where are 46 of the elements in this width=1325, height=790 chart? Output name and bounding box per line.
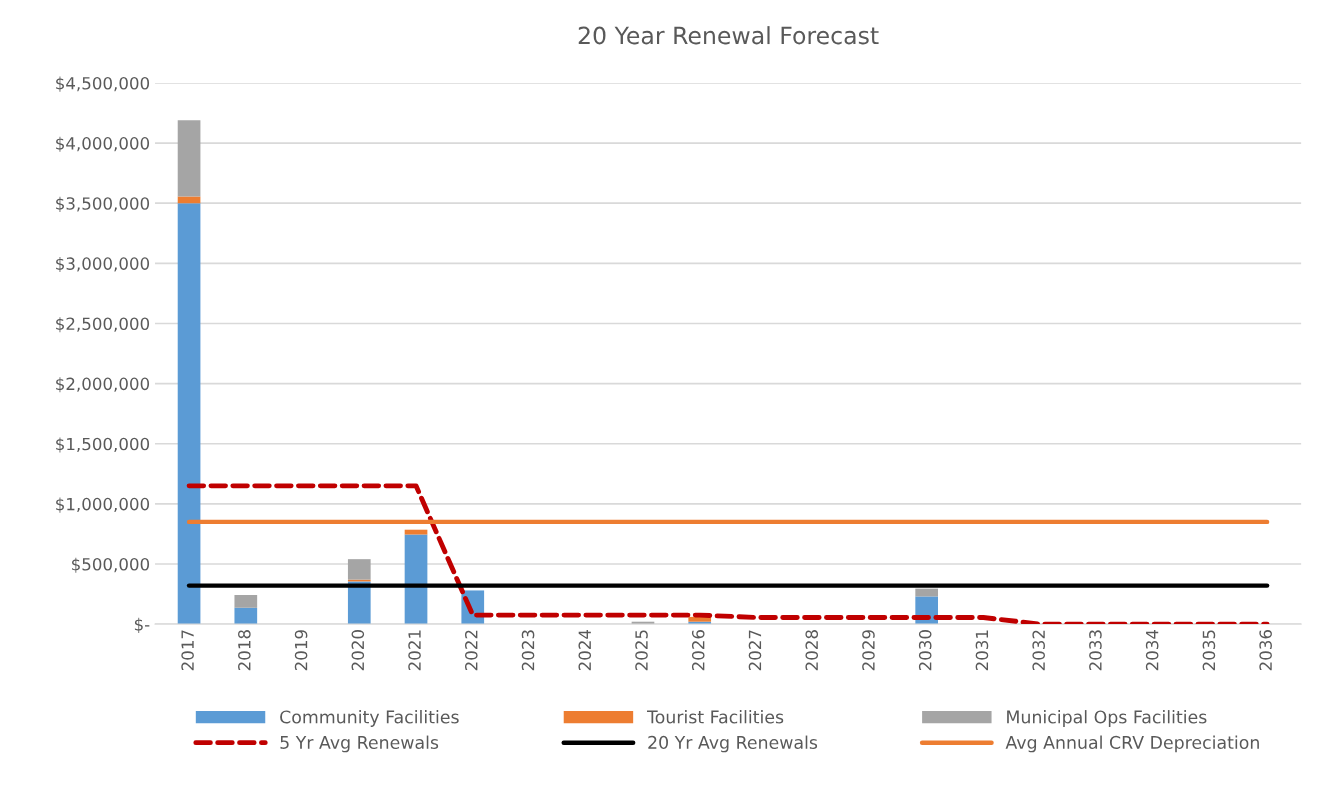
x-tick-label: 2029	[862, 630, 875, 671]
x-tick-label: 2020	[351, 630, 365, 671]
x-tick-label: 2027	[748, 630, 762, 671]
x-tick-label: 2036	[1259, 630, 1272, 671]
y-tick-label: $2,500,000	[56, 317, 150, 333]
y-tick-label: $3,000,000	[56, 257, 150, 273]
x-tick-label: 2030	[918, 630, 932, 671]
bar	[404, 529, 428, 535]
x-tick-label: 2031	[975, 630, 989, 671]
x-tick-label: 2017	[181, 630, 194, 671]
bar	[234, 607, 258, 625]
x-tick-label: 2025	[635, 630, 648, 671]
x-tick-label: 2022	[464, 630, 478, 671]
x-tick-label: 2021	[408, 630, 421, 671]
bar	[177, 120, 201, 197]
y-tick-label: $-	[134, 617, 150, 633]
legend-label: Community Facilities	[280, 710, 459, 727]
x-tick-label: 2019	[294, 630, 308, 671]
y-tick-label: $2,000,000	[56, 377, 150, 393]
bar	[177, 203, 201, 625]
y-tick-label: $4,500,000	[56, 76, 150, 92]
y-tick-label: $1,500,000	[56, 437, 150, 453]
bar	[915, 588, 939, 597]
legend-label: Municipal Ops Facilities	[1007, 710, 1207, 727]
x-tick-label: 2026	[691, 630, 705, 671]
bar	[347, 559, 371, 580]
legend-label: Avg Annual CRV Depreciation	[1005, 735, 1259, 753]
bar	[404, 534, 428, 625]
legend-label: 20 Yr Avg Renewals	[648, 735, 818, 753]
x-tick-label: 2032	[1032, 630, 1045, 671]
x-tick-label: 2023	[521, 630, 535, 671]
x-tick-label: 2028	[805, 630, 819, 671]
y-tick-label: $1,000,000	[56, 497, 150, 513]
legend-label: Tourist Facilities	[647, 710, 784, 724]
x-tick-label: 2024	[578, 629, 592, 671]
y-tick-label: $3,500,000	[56, 196, 150, 212]
y-tick-label: $500,000	[72, 557, 150, 573]
x-tick-label: 2035	[1202, 630, 1216, 671]
legend-label: 5 Yr Avg Renewals	[280, 735, 439, 753]
x-tick-label: 2033	[1089, 630, 1102, 671]
y-tick-label: $4,000,000	[56, 136, 150, 152]
bar	[234, 595, 258, 608]
chart-title: 20 Year Renewal Forecast	[578, 26, 879, 45]
x-tick-label: 2018	[238, 630, 251, 671]
x-tick-label: 2034	[1145, 629, 1159, 671]
line-series	[186, 483, 1270, 625]
